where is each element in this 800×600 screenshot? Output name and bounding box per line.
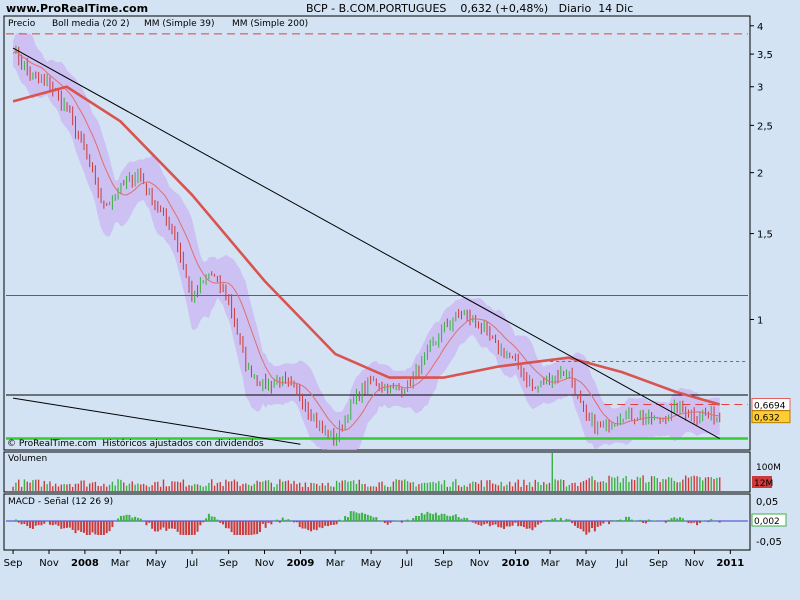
time-tick-label: Nov <box>685 558 705 569</box>
time-tick-label: Nov <box>255 558 275 569</box>
time-tick-label: Jul <box>185 558 198 569</box>
legend-ma39: MM (Simple 39) <box>144 19 214 29</box>
volume-bars <box>12 453 721 491</box>
macd-tick-label: 0,05 <box>756 497 778 508</box>
time-tick-label: Mar <box>111 558 131 569</box>
time-tick-label: May <box>576 558 597 569</box>
legend-ma200: MM (Simple 200) <box>232 19 308 29</box>
volume-tick-label: 100M <box>756 463 781 473</box>
time-tick-label: Jul <box>400 558 413 569</box>
time-tick-label: May <box>146 558 167 569</box>
time-tick-label: 2011 <box>716 558 744 569</box>
price-tick-label: 1,5 <box>757 230 773 241</box>
time-tick-label: 2010 <box>501 558 529 569</box>
price-candles <box>12 45 721 446</box>
macd-tag: 0,002 <box>754 517 780 527</box>
bollinger-band <box>13 32 720 451</box>
time-axis: Sep Nov 2008 Mar May Jul Sep Nov 2009 Mar May Jul Se… <box>4 550 744 569</box>
volume-title: Volumen <box>8 454 47 464</box>
time-tick-label: 2009 <box>287 558 315 569</box>
site-title[interactable]: www.ProRealTime.com <box>6 2 148 15</box>
ma200-line <box>12 85 721 406</box>
ma39-line <box>12 50 720 431</box>
price-tick-label: 2 <box>757 169 763 180</box>
ma200-path <box>12 85 721 406</box>
price-tick-label: 2,5 <box>757 121 773 132</box>
bollinger-area <box>13 32 720 451</box>
macd-title: MACD - Señal (12 26 9) <box>8 497 113 507</box>
volume-tag: 12M <box>754 479 773 489</box>
macd-tick-label: -0,05 <box>756 537 782 548</box>
price-tick-label: 4 <box>757 22 763 33</box>
watermark-text: © ProRealTime.com Históricos ajustados c… <box>7 438 264 449</box>
macd-tag-box <box>751 513 787 527</box>
price-tag-box <box>751 410 791 424</box>
price-tick-label: 1 <box>757 315 763 326</box>
ma39-path <box>12 50 720 431</box>
macd-histogram: 0,05 -0,05 <box>6 497 782 548</box>
time-tick-label: Nov <box>39 558 59 569</box>
price-axis: 4 3,5 3 2,5 2 1,5 1 0,6694 0,632 <box>750 22 791 424</box>
price-tick-label: 3 <box>757 83 763 94</box>
time-tick-label: Mar <box>326 558 346 569</box>
time-tick-label: Sep <box>434 558 453 569</box>
time-tick-label: 2008 <box>71 558 99 569</box>
price-tag: 0,632 <box>754 414 780 424</box>
legend-boll: Boll media (20 2) <box>52 19 130 29</box>
price-tag: 0,6694 <box>754 401 786 411</box>
time-tick-label: Mar <box>541 558 561 569</box>
volume-tag-box <box>752 476 772 488</box>
trendline-1 <box>12 397 301 445</box>
legend-price: Precio <box>8 19 36 29</box>
time-tick-label: Nov <box>470 558 490 569</box>
trendline-0 <box>12 47 720 439</box>
time-tick-label: Sep <box>219 558 238 569</box>
trendlines <box>12 47 720 445</box>
time-tick-label: Sep <box>4 558 23 569</box>
time-tick-label: Jul <box>615 558 628 569</box>
time-tick-label: Sep <box>649 558 668 569</box>
chart-title: BCP - B.COM.PORTUGUES 0,632 (+0,48%) Dia… <box>306 2 633 15</box>
macd-panel[interactable] <box>3 493 751 551</box>
time-tick-label: May <box>361 558 382 569</box>
price-tick-label: 3,5 <box>757 50 773 61</box>
